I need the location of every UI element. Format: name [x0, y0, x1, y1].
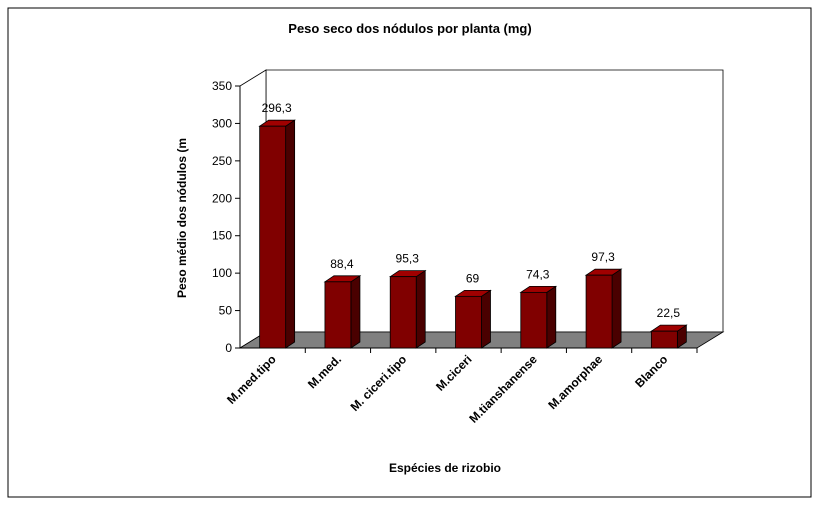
value-label: 296,3 — [262, 101, 292, 115]
bar — [520, 291, 548, 349]
y-tick-label: 200 — [212, 191, 232, 205]
bar-side — [546, 285, 557, 349]
bar — [650, 330, 678, 349]
x-axis-label: Espécies de rizobio — [389, 461, 501, 475]
bar-side — [350, 275, 361, 349]
value-label: 69 — [466, 271, 480, 285]
value-label: 95,3 — [396, 252, 420, 266]
value-label: 22,5 — [657, 306, 681, 320]
bar-side — [285, 119, 296, 349]
bar — [585, 274, 613, 349]
bar-side — [611, 268, 622, 349]
y-tick-label: 300 — [212, 116, 232, 130]
y-tick-label: 150 — [212, 229, 232, 243]
value-label: 88,4 — [330, 257, 354, 271]
y-tick-label: 250 — [212, 154, 232, 168]
chart-title: Peso seco dos nódulos por planta (mg) — [288, 21, 531, 36]
y-tick-label: 100 — [212, 266, 232, 280]
value-label: 74,3 — [526, 267, 550, 281]
y-tick-label: 350 — [212, 79, 232, 93]
y-axis-label: Peso médio dos nódulos (m — [175, 138, 189, 298]
bar — [455, 295, 482, 349]
bar — [259, 125, 287, 349]
value-label: 97,3 — [591, 250, 615, 264]
bar — [324, 281, 352, 349]
bar-side — [481, 289, 491, 349]
bar — [389, 276, 417, 349]
y-tick-label: 50 — [219, 304, 233, 318]
y-tick-label: 0 — [225, 341, 232, 355]
bar-side — [415, 269, 426, 349]
